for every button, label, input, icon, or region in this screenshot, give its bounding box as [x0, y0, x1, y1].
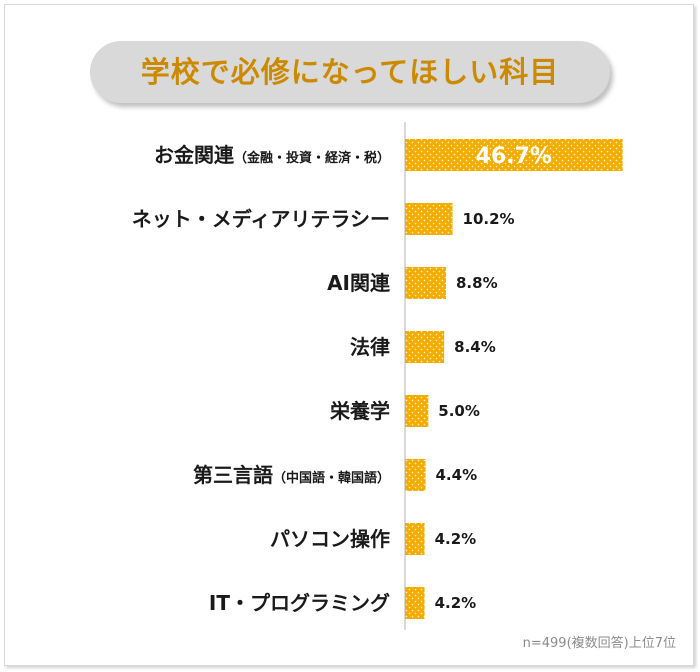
- bar: [405, 459, 426, 491]
- bar: [405, 203, 453, 235]
- value-label: 46.7%: [476, 144, 552, 169]
- category-label: 法律: [350, 335, 390, 359]
- value-label: 8.4%: [454, 338, 496, 356]
- category-label: IT・プログラミング: [209, 591, 390, 615]
- value-label: 4.4%: [436, 466, 478, 484]
- category-label: パソコン操作: [270, 527, 390, 551]
- category-label-main: ネット・メディアリテラシー: [132, 207, 390, 231]
- category-label-main: お金関連: [154, 143, 235, 167]
- category-label-sub: （中国語・韓国語）: [273, 470, 390, 486]
- category-label-main: IT・プログラミング: [209, 591, 390, 615]
- bar: [405, 523, 425, 555]
- category-label: ネット・メディアリテラシー: [132, 207, 390, 231]
- chart-frame: [4, 4, 694, 666]
- bar: [405, 331, 445, 363]
- value-label: 4.2%: [435, 594, 477, 612]
- category-label: AI関連: [327, 271, 391, 295]
- category-label: 第三言語（中国語・韓国語）: [193, 463, 390, 487]
- category-label: お金関連（金融・投資・経済・税）: [154, 143, 390, 167]
- category-label-main: 栄養学: [329, 399, 390, 423]
- category-label-main: 第三言語: [193, 463, 273, 487]
- chart-title: 学校で必修になってほしい科目: [140, 55, 560, 89]
- value-label: 4.2%: [435, 530, 477, 548]
- bar: [405, 139, 623, 171]
- category-label-main: 法律: [350, 335, 390, 359]
- sample-note: n=499(複数回答)上位7位: [522, 636, 676, 651]
- category-label-main: AI関連: [327, 271, 391, 295]
- bar: [405, 267, 447, 299]
- value-label: 5.0%: [438, 402, 480, 420]
- bar: [405, 587, 425, 619]
- value-label: 8.8%: [456, 274, 498, 292]
- bar: [405, 395, 429, 427]
- category-label: 栄養学: [329, 399, 390, 423]
- value-label: 10.2%: [463, 210, 515, 228]
- title-pill: [90, 41, 610, 103]
- category-label-main: パソコン操作: [270, 527, 390, 551]
- category-label-sub: （金融・投資・経済・税）: [234, 150, 390, 166]
